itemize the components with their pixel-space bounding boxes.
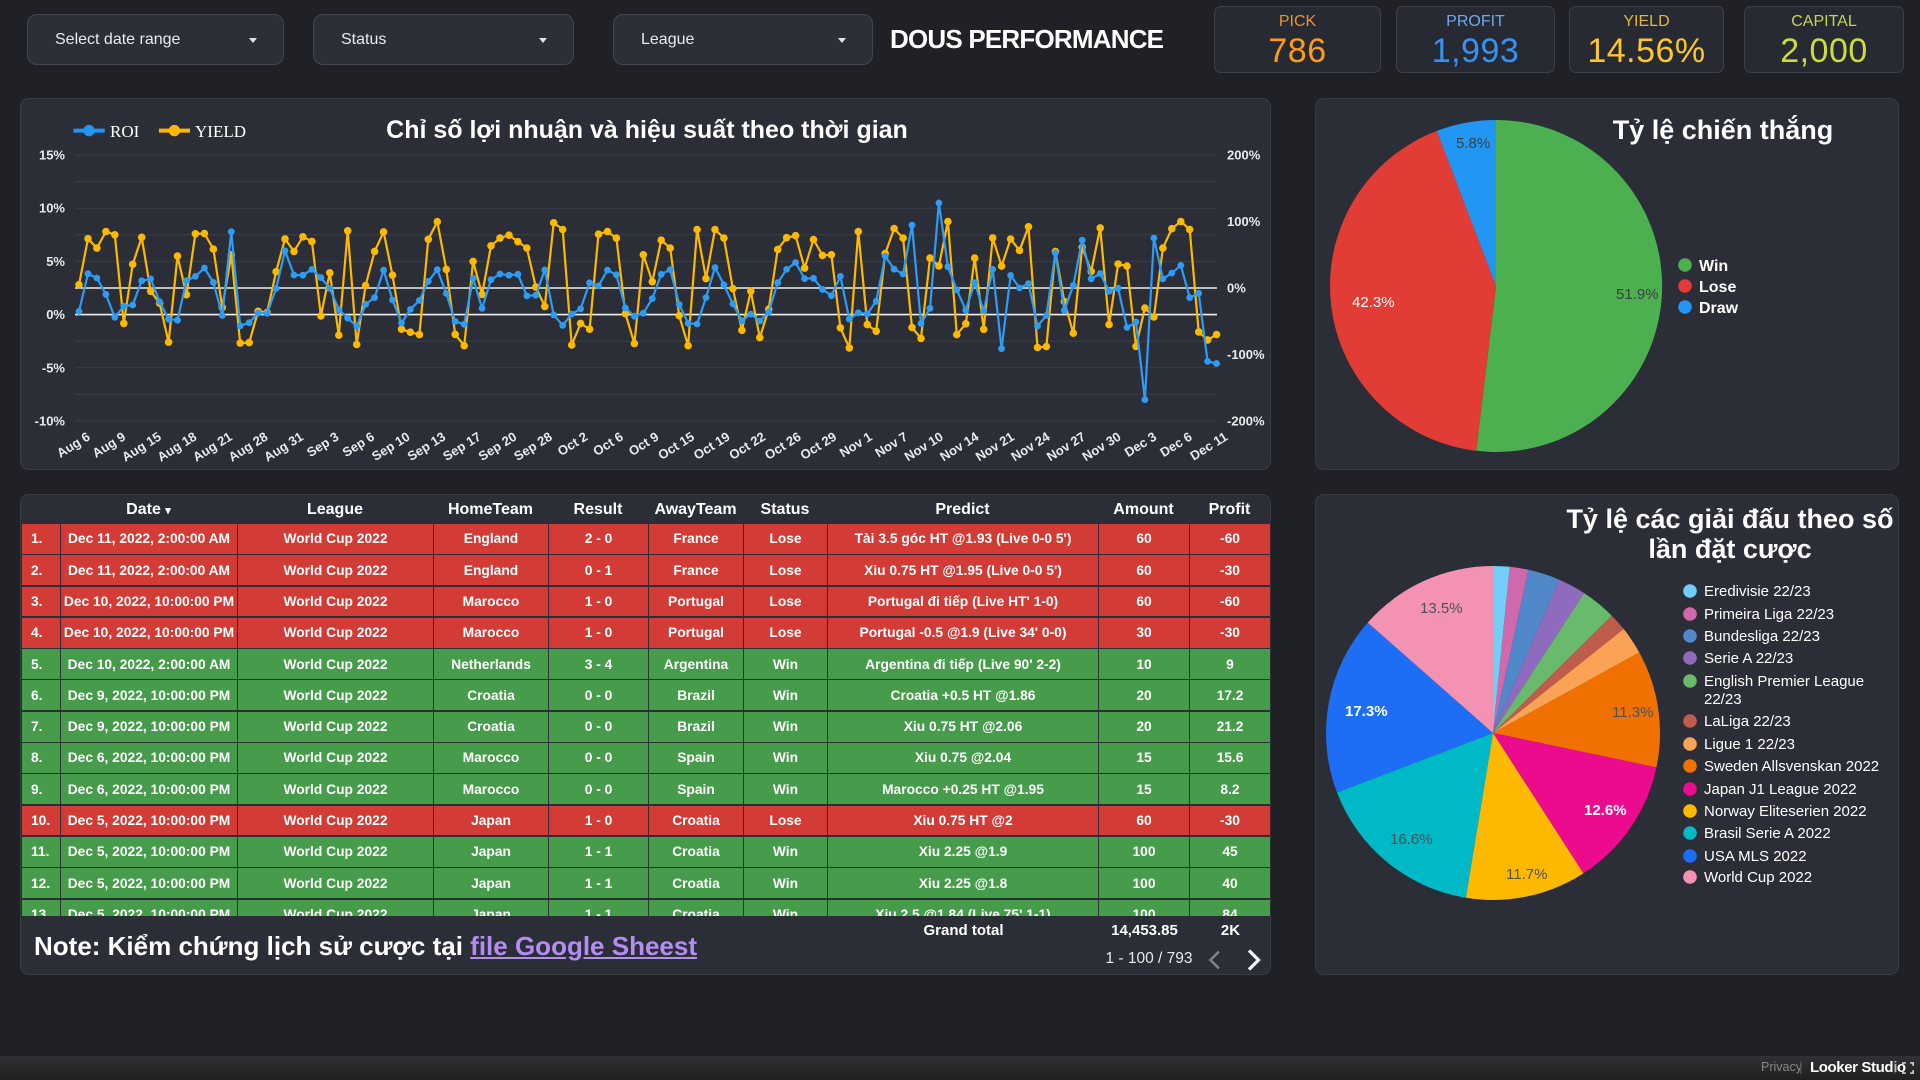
svg-text:Tỷ lệ chiến thắng: Tỷ lệ chiến thắng xyxy=(1613,114,1834,145)
svg-text:Aug 28: Aug 28 xyxy=(226,429,271,465)
svg-text:13.5%: 13.5% xyxy=(1420,600,1463,617)
svg-text:Oct 2: Oct 2 xyxy=(555,429,591,459)
svg-text:Oct 26: Oct 26 xyxy=(762,429,804,463)
svg-text:Sep 13: Sep 13 xyxy=(405,429,449,464)
svg-text:10%: 10% xyxy=(39,201,65,216)
svg-text:Nov 1: Nov 1 xyxy=(837,429,875,460)
svg-text:16.6%: 16.6% xyxy=(1390,831,1433,848)
svg-text:Oct 9: Oct 9 xyxy=(626,429,662,459)
svg-text:Oct 19: Oct 19 xyxy=(691,429,733,463)
svg-text:0%: 0% xyxy=(46,307,65,322)
svg-text:Nov 21: Nov 21 xyxy=(973,429,1017,464)
svg-text:Lose: Lose xyxy=(1699,279,1736,296)
svg-text:-5%: -5% xyxy=(42,360,66,375)
svg-text:11.7%: 11.7% xyxy=(1506,866,1547,883)
svg-text:Aug 6: Aug 6 xyxy=(54,429,93,461)
svg-text:Sep 28: Sep 28 xyxy=(511,429,555,464)
svg-text:Aug 15: Aug 15 xyxy=(119,429,164,465)
svg-text:12.6%: 12.6% xyxy=(1584,802,1627,819)
svg-text:Aug 21: Aug 21 xyxy=(190,429,235,465)
svg-text:51.9%: 51.9% xyxy=(1616,286,1659,303)
svg-text:Norway Eliteserien 2022: Norway Eliteserien 2022 xyxy=(1704,803,1867,820)
svg-text:Nov 30: Nov 30 xyxy=(1079,429,1123,464)
svg-text:Sep 3: Sep 3 xyxy=(304,429,341,460)
svg-text:Nov 27: Nov 27 xyxy=(1044,429,1088,464)
svg-text:100%: 100% xyxy=(1227,214,1261,229)
svg-text:LaLiga 22/23: LaLiga 22/23 xyxy=(1704,713,1791,730)
svg-text:22/23: 22/23 xyxy=(1704,691,1742,708)
svg-text:Ligue 1 22/23: Ligue 1 22/23 xyxy=(1704,736,1795,753)
svg-text:Win: Win xyxy=(1699,258,1728,275)
svg-text:Eredivisie 22/23: Eredivisie 22/23 xyxy=(1704,583,1811,600)
svg-text:YIELD: YIELD xyxy=(195,122,246,141)
svg-text:Dec 11: Dec 11 xyxy=(1187,429,1230,464)
svg-text:Oct 22: Oct 22 xyxy=(726,429,768,463)
svg-text:USA MLS 2022: USA MLS 2022 xyxy=(1704,848,1807,865)
svg-text:200%: 200% xyxy=(1227,148,1261,163)
svg-text:ROI: ROI xyxy=(110,122,140,141)
svg-text:Oct 29: Oct 29 xyxy=(797,429,839,463)
svg-text:Draw: Draw xyxy=(1699,300,1739,317)
svg-text:Aug 18: Aug 18 xyxy=(154,429,199,465)
svg-text:-200%: -200% xyxy=(1227,414,1265,429)
svg-text:Japan J1 League 2022: Japan J1 League 2022 xyxy=(1704,781,1857,798)
svg-text:English Premier League: English Premier League xyxy=(1704,673,1864,690)
svg-text:Serie A 22/23: Serie A 22/23 xyxy=(1704,650,1793,667)
svg-text:5%: 5% xyxy=(46,254,65,269)
svg-text:Nov 24: Nov 24 xyxy=(1008,428,1053,464)
svg-text:Oct 15: Oct 15 xyxy=(655,429,697,463)
svg-text:5.8%: 5.8% xyxy=(1456,135,1490,152)
svg-text:Oct 6: Oct 6 xyxy=(590,429,626,459)
svg-text:Sep 17: Sep 17 xyxy=(440,429,484,464)
svg-text:11.3%: 11.3% xyxy=(1612,704,1653,721)
svg-text:Tỷ lệ các giải đấu theo số: Tỷ lệ các giải đấu theo số xyxy=(1566,504,1893,534)
svg-text:Brasil Serie A 2022: Brasil Serie A 2022 xyxy=(1704,825,1831,842)
svg-text:0%: 0% xyxy=(1227,281,1246,296)
svg-text:-100%: -100% xyxy=(1227,347,1265,362)
svg-text:Sep 10: Sep 10 xyxy=(369,429,413,464)
svg-text:Dec 6: Dec 6 xyxy=(1157,429,1194,460)
svg-text:Nov 10: Nov 10 xyxy=(902,429,946,464)
svg-text:World Cup 2022: World Cup 2022 xyxy=(1704,869,1812,886)
svg-text:-10%: -10% xyxy=(35,414,66,429)
svg-text:lần đặt cược: lần đặt cược xyxy=(1648,534,1811,564)
svg-text:Chỉ số lợi nhuận và hiệu suất: Chỉ số lợi nhuận và hiệu suất theo thời … xyxy=(386,116,908,144)
svg-text:Aug 31: Aug 31 xyxy=(261,429,306,465)
svg-text:Sep 20: Sep 20 xyxy=(476,429,520,464)
svg-text:42.3%: 42.3% xyxy=(1352,294,1395,311)
svg-text:Primeira Liga 22/23: Primeira Liga 22/23 xyxy=(1704,606,1834,623)
svg-text:Sweden Allsvenskan 2022: Sweden Allsvenskan 2022 xyxy=(1704,758,1879,775)
svg-text:Bundesliga 22/23: Bundesliga 22/23 xyxy=(1704,628,1820,645)
svg-text:Dec 3: Dec 3 xyxy=(1122,429,1159,460)
svg-text:Nov 14: Nov 14 xyxy=(937,428,982,464)
svg-text:15%: 15% xyxy=(39,148,65,163)
svg-text:17.3%: 17.3% xyxy=(1345,703,1388,720)
